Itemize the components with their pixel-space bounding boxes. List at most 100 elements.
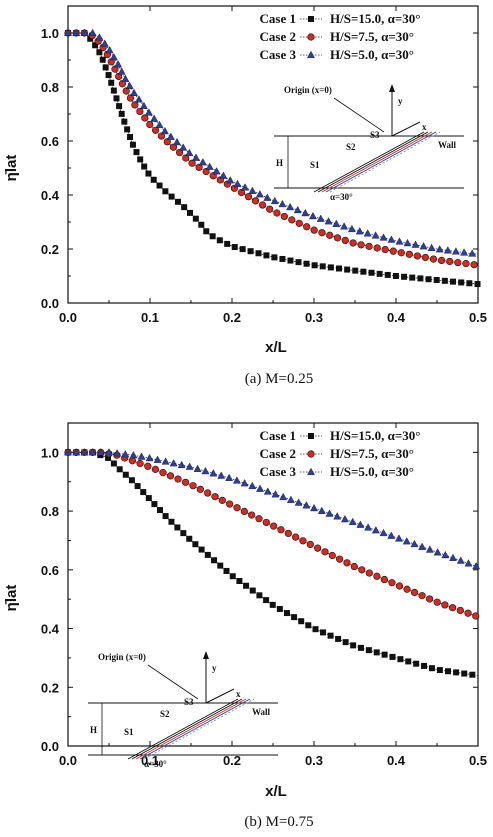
series-2-point — [122, 87, 130, 95]
x-tick-label: 0.2 — [223, 753, 241, 768]
series-2-point — [373, 244, 381, 252]
series-1-point — [342, 639, 349, 646]
x-tick-label: 0.3 — [305, 753, 323, 768]
series-1-point — [231, 244, 238, 251]
series-1-point — [243, 582, 250, 589]
series-2-point — [421, 253, 430, 262]
series-1-point — [461, 670, 468, 677]
series-1-point — [217, 562, 224, 569]
series-1-point — [269, 601, 276, 608]
series-1-point — [344, 266, 351, 273]
legend-marker — [307, 450, 315, 458]
series-3-point — [64, 28, 72, 36]
series-3-point — [395, 534, 403, 542]
series-3-point — [263, 487, 272, 495]
legend-label: Case 3 — [260, 464, 297, 479]
series-1-point — [124, 126, 131, 133]
series-1-point — [458, 279, 465, 286]
series-1-point — [433, 277, 440, 284]
series-2-point — [397, 249, 405, 257]
series-3-point — [325, 509, 334, 517]
series-2-point — [310, 226, 318, 234]
series-2-point — [174, 475, 182, 483]
y-axis-label: η̄lat — [3, 155, 20, 182]
series-2-point — [255, 515, 263, 523]
height-label: H — [276, 158, 283, 168]
series-2-point — [284, 529, 292, 538]
series-3-point — [232, 476, 241, 484]
series-2-point — [240, 507, 248, 516]
spacing-label: S1 — [124, 727, 134, 737]
series-2-point — [350, 562, 358, 571]
series-3-point — [80, 448, 89, 456]
series-2-point — [126, 94, 135, 102]
series-3-point — [472, 562, 481, 570]
series-3-point — [441, 550, 450, 559]
x-axis-arrow — [391, 121, 421, 137]
series-1-point — [453, 669, 460, 676]
series-3-point — [233, 179, 242, 188]
x-tick-label: 0.5 — [469, 753, 487, 768]
series-1-point — [279, 255, 286, 262]
series-1-point — [203, 228, 210, 235]
series-1-point — [450, 278, 457, 285]
series-3-point — [348, 517, 357, 526]
series-2-point — [277, 526, 285, 534]
series-1-point — [156, 182, 163, 189]
series-3-point — [449, 553, 457, 561]
series-3-point — [169, 459, 178, 467]
series-2-point — [295, 219, 303, 227]
series-1-point — [211, 557, 218, 564]
legend-label: Case 2 — [260, 446, 296, 461]
series-1-point — [287, 257, 294, 264]
series-2-point — [365, 569, 373, 577]
spacing-label: S3 — [184, 697, 194, 707]
series-3-point — [80, 28, 89, 36]
x-tick-label: 0.5 — [469, 310, 487, 325]
series-1-point — [421, 662, 428, 669]
y-tick-label: 0.4 — [41, 622, 60, 637]
series-2-point — [273, 209, 281, 217]
series-1-point — [320, 629, 327, 636]
series-3-point — [427, 243, 436, 251]
series-3-point — [144, 108, 153, 116]
series-1-point — [409, 274, 416, 281]
series-3-point — [356, 520, 365, 528]
series-3-point — [256, 484, 264, 492]
series-1-point — [236, 578, 243, 585]
series-2-point — [181, 478, 190, 486]
series-2-point — [258, 201, 267, 209]
series-3-point — [150, 114, 159, 122]
series-2-point — [166, 472, 175, 480]
series-3-point — [371, 231, 380, 239]
series-2-point — [410, 588, 419, 597]
series-1-point — [397, 656, 404, 663]
series-1-point — [99, 56, 106, 63]
y-arrowhead — [389, 84, 395, 92]
series-2-point — [349, 239, 357, 247]
series-1-point — [466, 280, 473, 287]
y-tick-label: 0.2 — [41, 680, 59, 695]
series-1-point — [105, 454, 112, 461]
series-3-point — [153, 455, 162, 463]
series-2-point — [462, 260, 470, 268]
series-1-point — [256, 592, 263, 599]
series-2-point — [288, 216, 296, 224]
series-1-point — [129, 141, 136, 148]
hole-line — [329, 131, 441, 193]
x-tick-label: 0.4 — [387, 753, 406, 768]
series-2-point — [341, 236, 349, 245]
series-2-point — [195, 163, 203, 172]
series-3-point — [271, 490, 280, 498]
series-3-point — [192, 153, 200, 161]
series-2-point — [441, 601, 449, 609]
series-3-point — [173, 138, 181, 146]
series-1-point — [110, 87, 117, 94]
series-3-point — [379, 233, 388, 241]
series-1-point — [174, 524, 181, 531]
angle-label: α=30° — [330, 192, 353, 202]
series-1-point — [469, 671, 476, 678]
x-axis-arrow — [205, 688, 235, 704]
series-1-point — [192, 215, 199, 222]
series-1-point — [87, 35, 94, 42]
